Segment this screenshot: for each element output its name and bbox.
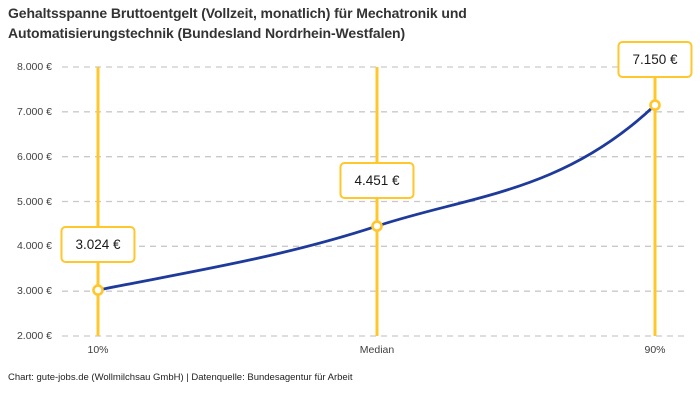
y-axis-tick-label: 2.000 €	[16, 330, 52, 342]
y-axis-tick-label: 4.000 €	[16, 240, 52, 253]
value-callout-10: 3.024 €	[60, 226, 136, 264]
y-axis-tick-label: 6.000 €	[16, 150, 52, 163]
value-callout-median: 4.451 €	[339, 162, 415, 200]
y-axis-tick-label: 5.000 €	[16, 195, 52, 208]
y-axis-tick-label: 8.000 €	[16, 61, 52, 73]
x-axis-tick-label-90: 90%	[644, 344, 666, 356]
y-axis-tick-label: 3.000 €	[16, 285, 52, 298]
data-point-90	[649, 99, 661, 111]
chart-source-attribution: Chart: gute-jobs.de (Wollmilchsau GmbH) …	[8, 372, 353, 383]
x-axis-tick-label-median: Median	[359, 344, 395, 356]
data-point-markers	[92, 99, 661, 296]
value-callout-90: 7.150 €	[617, 41, 693, 79]
data-point-10	[92, 284, 104, 296]
x-axis-tick-label-10: 10%	[87, 344, 109, 356]
data-point-median	[371, 220, 383, 232]
gridlines	[62, 66, 686, 337]
chart-title: Gehaltsspanne Bruttoentgelt (Vollzeit, m…	[8, 5, 467, 41]
y-axis-tick-label: 7.000 €	[16, 105, 52, 118]
